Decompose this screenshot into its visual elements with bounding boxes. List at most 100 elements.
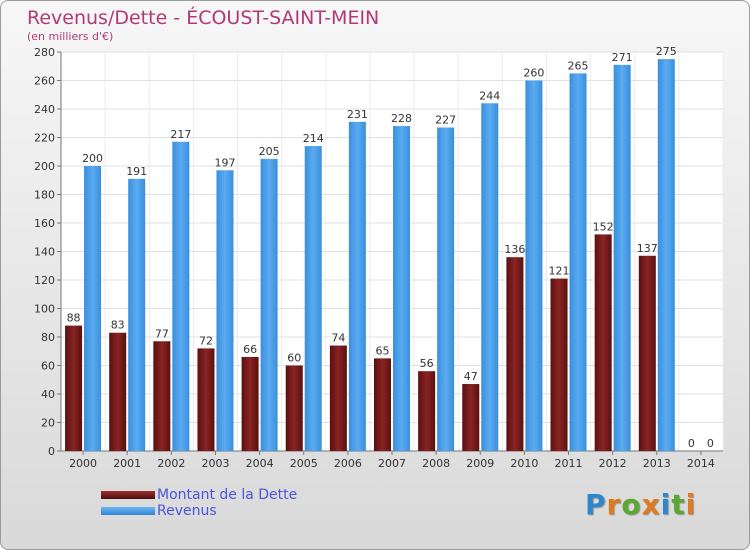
logo-letter: i <box>660 488 672 521</box>
bar-dette <box>153 341 171 451</box>
data-label-dette: 56 <box>420 357 434 370</box>
logo-letter: o <box>621 488 642 521</box>
x-tick-label: 2006 <box>334 457 362 470</box>
bar-revenus <box>216 170 234 451</box>
bar-revenus <box>437 127 455 452</box>
data-label-dette: 47 <box>464 370 478 383</box>
x-tick-label: 2000 <box>69 457 97 470</box>
bar-dette <box>594 234 612 451</box>
bar-dette <box>418 371 436 451</box>
bar-revenus <box>304 146 322 452</box>
data-label-revenus: 227 <box>435 114 456 127</box>
x-tick-label: 2005 <box>290 457 318 470</box>
data-label-revenus: 217 <box>170 128 191 141</box>
bar-revenus <box>613 64 631 451</box>
bar-dette <box>550 278 568 451</box>
y-tick-label: 20 <box>41 417 55 430</box>
data-label-dette: 74 <box>331 332 345 345</box>
bar-revenus <box>393 126 410 451</box>
bar-dette <box>329 345 347 451</box>
data-label-dette: 88 <box>67 312 81 325</box>
x-tick-label: 2007 <box>378 457 406 470</box>
data-label-revenus: 231 <box>347 108 368 121</box>
bar-revenus <box>128 178 146 451</box>
data-label-revenus: 214 <box>303 132 324 145</box>
x-tick-label: 2010 <box>510 457 538 470</box>
bar-dette <box>65 325 83 451</box>
y-tick-label: 60 <box>41 360 55 373</box>
data-label-revenus: 200 <box>82 152 103 165</box>
y-tick-label: 200 <box>34 160 55 173</box>
data-label-revenus: 265 <box>568 59 589 72</box>
y-tick-label: 140 <box>34 246 55 259</box>
data-label-dette: 77 <box>155 327 169 340</box>
y-tick-label: 220 <box>34 132 55 145</box>
y-tick-label: 100 <box>34 303 55 316</box>
y-tick-label: 180 <box>34 189 55 202</box>
data-label-dette: 136 <box>504 243 525 256</box>
data-label-dette: 72 <box>199 334 213 347</box>
y-tick-label: 80 <box>41 331 55 344</box>
bar-dette <box>374 358 391 451</box>
chart-title: Revenus/Dette - ÉCOUST-SAINT-MEIN <box>27 7 380 29</box>
bar-dette <box>638 255 656 451</box>
data-label-dette: 65 <box>376 344 390 357</box>
y-tick-label: 160 <box>34 217 55 230</box>
data-label-revenus: 191 <box>126 165 147 178</box>
chart-subtitle: (en milliers d'€) <box>27 30 114 43</box>
bar-revenus <box>172 141 190 451</box>
data-label-dette: 121 <box>549 265 570 278</box>
logo-letter: P <box>585 488 607 521</box>
data-label-dette: 60 <box>287 352 301 365</box>
data-label-dette: 66 <box>243 343 257 356</box>
bar-revenus <box>84 166 102 451</box>
bar-dette <box>506 257 524 451</box>
data-label-dette: 0 <box>688 437 695 450</box>
legend-label-revenus: Revenus <box>157 503 217 519</box>
bar-dette <box>462 384 480 451</box>
y-tick-label: 260 <box>34 75 55 88</box>
proxiti-logo: Proxiti <box>585 488 696 521</box>
bar-dette <box>109 332 127 451</box>
y-tick-label: 280 <box>34 46 55 59</box>
x-tick-label: 2009 <box>466 457 494 470</box>
x-tick-label: 2003 <box>201 457 229 470</box>
bar-revenus <box>481 103 499 452</box>
data-label-revenus: 271 <box>612 51 633 64</box>
data-label-revenus: 0 <box>707 437 714 450</box>
x-tick-label: 2014 <box>687 457 715 470</box>
bar-dette <box>285 365 303 451</box>
data-label-revenus: 228 <box>391 112 412 125</box>
y-tick-label: 120 <box>34 274 55 287</box>
data-label-revenus: 275 <box>656 45 677 58</box>
x-tick-label: 2001 <box>113 457 141 470</box>
x-tick-label: 2011 <box>555 457 583 470</box>
bar-dette <box>197 348 215 451</box>
data-label-revenus: 197 <box>214 156 235 169</box>
y-tick-label: 0 <box>48 445 55 458</box>
bar-revenus <box>260 158 278 451</box>
x-tick-label: 2013 <box>643 457 671 470</box>
bar-revenus <box>657 59 675 451</box>
logo-letter: t <box>671 488 686 521</box>
legend-item-dette: Montant de la Dette <box>101 487 297 503</box>
data-label-dette: 137 <box>637 242 658 255</box>
bar-revenus <box>348 121 366 451</box>
data-label-revenus: 260 <box>523 67 544 80</box>
bar-dette <box>241 356 259 451</box>
y-tick-label: 40 <box>41 388 55 401</box>
chart-legend: Montant de la Dette Revenus <box>101 487 297 519</box>
data-label-revenus: 244 <box>479 89 500 102</box>
bar-revenus <box>525 80 543 451</box>
data-label-dette: 152 <box>593 220 614 233</box>
legend-swatch-dette <box>101 491 155 499</box>
data-label-dette: 83 <box>111 319 125 332</box>
logo-letter: x <box>641 488 661 521</box>
legend-swatch-revenus <box>101 507 155 515</box>
logo-letter: i <box>685 488 697 521</box>
data-label-revenus: 205 <box>259 145 280 158</box>
x-tick-label: 2004 <box>246 457 274 470</box>
x-tick-label: 2012 <box>599 457 627 470</box>
